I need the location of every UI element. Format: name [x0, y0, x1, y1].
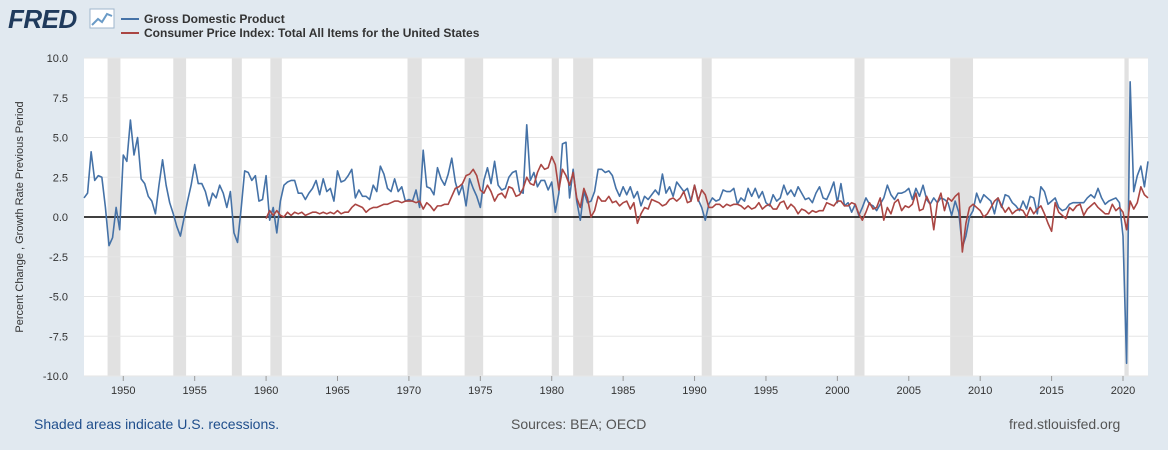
- x-tick-label: 1955: [182, 385, 206, 397]
- x-tick-label: 1985: [611, 385, 635, 397]
- x-tick-label: 1960: [254, 385, 278, 397]
- x-tick-label: 2015: [1039, 385, 1063, 397]
- x-tick-label: 2000: [825, 385, 849, 397]
- sources-text: Sources: BEA; OECD: [511, 416, 647, 432]
- x-tick-label: 1980: [539, 385, 563, 397]
- x-tick-label: 2010: [968, 385, 992, 397]
- x-tick-label: 1990: [682, 385, 706, 397]
- y-tick-label: 0.0: [53, 212, 68, 224]
- series-line-cpi: [265, 155, 1149, 253]
- y-axis-label: Percent Change , Growth Rate Previous Pe…: [14, 101, 26, 332]
- y-tick-label: -10.0: [43, 371, 68, 383]
- legend: Gross Domestic Product Consumer Price In…: [121, 12, 480, 40]
- legend-gdp-label: Gross Domestic Product: [144, 12, 285, 26]
- y-tick-label: 5.0: [53, 133, 68, 145]
- x-tick-label: 2020: [1111, 385, 1135, 397]
- y-tick-label: 10.0: [47, 53, 68, 65]
- x-tick-label: 1975: [468, 385, 492, 397]
- x-tick-label: 1995: [754, 385, 778, 397]
- x-tick-label: 2005: [897, 385, 921, 397]
- fred-logo-text: FRED: [8, 4, 78, 34]
- y-tick-label: -7.5: [49, 331, 68, 343]
- y-axis-ticks: 10.0 7.5 5.0 2.5 0.0 -2.5 -5.0 -7.5 -10.0: [43, 53, 68, 383]
- y-tick-label: -2.5: [49, 252, 68, 264]
- recession-note: Shaded areas indicate U.S. recessions.: [34, 416, 280, 432]
- x-tick-label: 1970: [397, 385, 421, 397]
- gridlines: [84, 57, 1148, 377]
- x-tick-label: 1950: [111, 385, 135, 397]
- y-tick-label: 2.5: [53, 172, 68, 184]
- fred-logo-chart-icon: [89, 8, 115, 29]
- series-lines: [83, 81, 1149, 365]
- y-tick-label: 7.5: [53, 93, 68, 105]
- site-link[interactable]: fred.stlouisfed.org: [1009, 416, 1121, 432]
- x-axis-ticks: 1950 1955 1960 1965 1970 1975 1980 1985 1990 1995…: [111, 376, 1135, 397]
- legend-cpi-label: Consumer Price Index: Total All Items fo…: [144, 26, 480, 40]
- y-tick-label: -5.0: [49, 292, 68, 304]
- series-line-gdp: [83, 81, 1149, 365]
- fred-logo[interactable]: FRED: [8, 4, 115, 34]
- x-tick-label: 1965: [325, 385, 349, 397]
